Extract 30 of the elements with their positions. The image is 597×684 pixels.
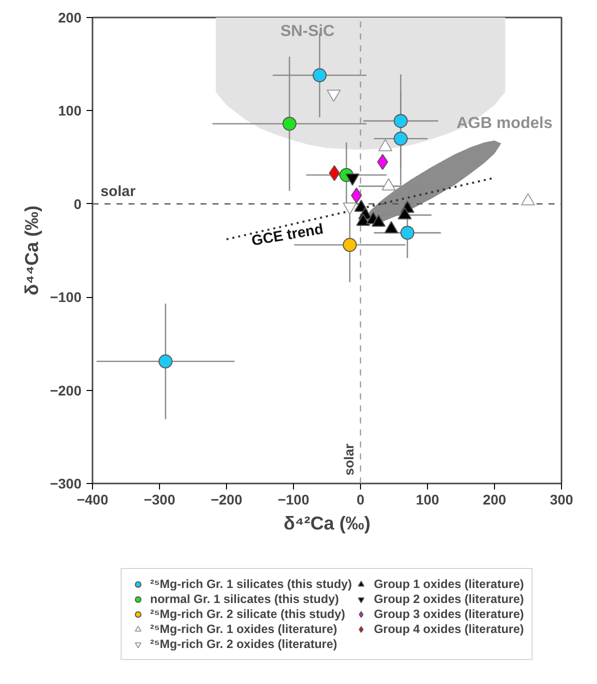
x-tick-label: −200 (210, 492, 242, 508)
x-axis-title: δ⁴²Ca (‰) (284, 512, 370, 534)
legend-label: ²⁵Mg-rich Gr. 2 oxides (literature) (150, 637, 338, 651)
x-tick-label: 0 (356, 492, 365, 508)
x-tick-label: 100 (416, 492, 440, 508)
annotation: SN-SiC (280, 23, 336, 40)
ref-line-label: solar (342, 444, 356, 476)
y-tick-label: 100 (58, 102, 82, 119)
legend-label: normal Gr. 1 silicates (this study) (150, 592, 339, 606)
x-tick-label: −100 (278, 492, 310, 508)
legend-label: Group 4 oxides (literature) (374, 622, 524, 636)
ref-line-label: solar (100, 184, 136, 200)
y-axis-title: δ⁴⁴Ca (‰) (20, 206, 42, 296)
x-tick-label: −300 (144, 492, 176, 508)
y-tick-label: 0 (74, 196, 82, 212)
y-tick-label: −300 (50, 476, 82, 492)
y-tick-label: −200 (50, 382, 82, 398)
legend-label: ²⁵Mg-rich Gr. 1 silicates (this study) (150, 577, 352, 591)
y-tick-label: 200 (58, 10, 82, 26)
x-tick-label: 300 (550, 492, 574, 508)
legend-label: Group 2 oxides (literature) (374, 592, 524, 606)
y-tick-label: −100 (50, 289, 82, 306)
x-tick-label: −400 (76, 492, 108, 508)
annotation: GCE trend (250, 221, 325, 250)
legend-label: Group 1 oxides (literature) (374, 577, 524, 591)
legend-label: ²⁵Mg-rich Gr. 2 silicate (this study) (150, 607, 346, 621)
legend-label: Group 3 oxides (literature) (374, 607, 524, 621)
legend-label: ²⁵Mg-rich Gr. 1 oxides (literature) (150, 622, 338, 636)
annotation: AGB models (456, 115, 553, 132)
x-tick-label: 200 (482, 492, 506, 508)
